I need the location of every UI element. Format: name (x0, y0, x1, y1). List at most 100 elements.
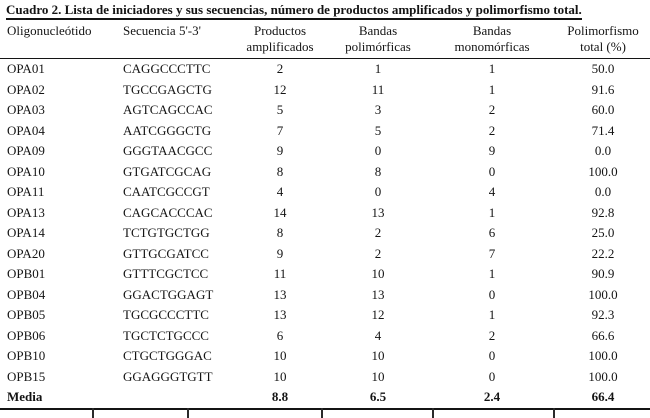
cell-col4: 6.5 (328, 387, 428, 410)
column-header-5: Bandas monomórficas (428, 21, 556, 59)
cell-col5: 1 (488, 81, 496, 97)
cell-col3: 5 (276, 102, 284, 118)
cell-col1: OPA02 (7, 81, 45, 97)
cell-col5: 7 (488, 245, 496, 261)
cell-col2: AATCGGGCTG (123, 122, 212, 138)
table-row: OPA04 AATCGGGCTG 7 5 2 71.4 (0, 121, 650, 142)
cell-col4: 0 (374, 184, 382, 200)
cell-col5: 4 (488, 184, 496, 200)
cell-col6: 100.0 (588, 163, 618, 179)
table-row: OPA14 TCTGTGCTGG 8 2 6 25.0 (0, 223, 650, 244)
header-row: Oligonucleótido Secuencia 5'-3' Productos a… (0, 21, 650, 59)
cell-col6: 22.2 (591, 245, 615, 261)
cell-col5: 2 (488, 327, 496, 343)
cell-col4: 12 (371, 307, 385, 323)
column-header-6: Polimorfismo total (%) (556, 21, 650, 59)
cell-col6: 91.6 (591, 81, 615, 97)
cell-col4: 10 (371, 266, 385, 282)
cell-col6: 60.0 (591, 102, 615, 118)
cell-col6: 92.8 (591, 204, 615, 220)
cell-col1: OPB01 (7, 266, 46, 282)
table-row: OPA02 TGCCGAGCTG 12 11 1 91.6 (0, 80, 650, 101)
cell-col4: 1 (374, 61, 382, 77)
cell-col1: OPA09 (7, 143, 45, 159)
cell-col1: OPB05 (7, 307, 46, 323)
cell-col6: 25.0 (591, 225, 615, 241)
next-table-column-tick (321, 408, 323, 418)
cell-col3: 13 (273, 307, 287, 323)
cell-col2: CAGCACCCAC (123, 204, 213, 220)
cell-col3: 12 (273, 81, 287, 97)
cell-col6: 66.6 (591, 327, 615, 343)
cell-col1: OPA10 (7, 163, 45, 179)
table-row: OPA13 CAGCACCCAC 14 13 1 92.8 (0, 203, 650, 224)
cell-col1: OPB15 (7, 368, 46, 384)
cell-col4: 2 (374, 225, 382, 241)
cell-col2: CTGCTGGGAC (123, 348, 212, 364)
cell-col3: 10 (273, 348, 287, 364)
cell-col5: 0 (488, 163, 496, 179)
cell-col1: OPA04 (7, 122, 45, 138)
table-header: Oligonucleótido Secuencia 5'-3' Productos a… (0, 21, 650, 59)
cell-col6: 50.0 (591, 61, 615, 77)
cell-col2: GGAGGGTGTT (123, 368, 213, 384)
cell-col6: 71.4 (591, 122, 615, 138)
cell-col6: 0.0 (594, 184, 612, 200)
cell-col1: OPA11 (7, 184, 45, 200)
cell-col4: 3 (374, 102, 382, 118)
cell-col3: 8 (276, 225, 284, 241)
cell-col4: 11 (371, 81, 385, 97)
cell-col3: 4 (276, 184, 284, 200)
table-row: OPB01 GTTTCGCTCC 11 10 1 90.9 (0, 264, 650, 285)
next-table-column-tick (92, 408, 94, 418)
cell-col5: 2 (488, 102, 496, 118)
cell-col1: OPA01 (7, 61, 45, 77)
cell-col3: 10 (273, 368, 287, 384)
cell-col3: 13 (273, 286, 287, 302)
cell-col6: 100.0 (588, 286, 618, 302)
column-header-4: Bandas polimórficas (328, 21, 428, 59)
cell-col2: GTTTCGCTCC (123, 266, 209, 282)
cell-col2: AGTCAGCCAC (123, 102, 213, 118)
table-caption-text: Cuadro 2. Lista de iniciadores y sus sec… (6, 3, 582, 20)
cell-col4: 13 (371, 204, 385, 220)
cell-col2: CAGGCCCTTC (123, 61, 211, 77)
cell-col4: 4 (374, 327, 382, 343)
table-row: OPB10 CTGCTGGGAC 10 10 0 100.0 (0, 346, 650, 367)
table-row: OPA03 AGTCAGCCAC 5 3 2 60.0 (0, 100, 650, 121)
cell-col5: 6 (488, 225, 496, 241)
cell-col2: GTTGCGATCC (123, 245, 209, 261)
table-caption: Cuadro 2. Lista de iniciadores y sus sec… (0, 0, 650, 20)
cell-col5: 9 (488, 143, 496, 159)
column-header-2: Secuencia 5'-3' (118, 21, 232, 59)
cell-col5: 0 (488, 348, 496, 364)
next-table-column-tick (553, 408, 555, 418)
cell-col2: TGCTCTGCCC (123, 327, 209, 343)
cell-col3: 11 (273, 266, 287, 282)
cell-col2: GGGTAACGCC (123, 143, 213, 159)
cell-col4: 10 (371, 348, 385, 364)
cell-col3: 9 (276, 143, 284, 159)
table-row: OPB06 TGCTCTGCCC 6 4 2 66.6 (0, 326, 650, 347)
table-row: OPB05 TGCGCCCTTC 13 12 1 92.3 (0, 305, 650, 326)
table-row: OPA20 GTTGCGATCC 9 2 7 22.2 (0, 244, 650, 265)
table-row: OPB15 GGAGGGTGTT 10 10 0 100.0 (0, 367, 650, 388)
cell-col5: 1 (488, 61, 496, 77)
cell-col2: GTGATCGCAG (123, 163, 212, 179)
table-row: OPA01 CAGGCCCTTC 2 1 1 50.0 (0, 59, 650, 80)
cell-col2: TCTGTGCTGG (123, 225, 210, 241)
cell-col3: 2 (276, 61, 284, 77)
cell-col1: OPA03 (7, 102, 45, 118)
cell-col1: OPA20 (7, 245, 45, 261)
table-row: OPA11 CAATCGCCGT 4 0 4 0.0 (0, 182, 650, 203)
cell-col6: 100.0 (588, 368, 618, 384)
column-header-1: Oligonucleótido (0, 21, 118, 59)
next-table-column-tick (187, 408, 189, 418)
cell-col1: OPB06 (7, 327, 46, 343)
cell-col3: 9 (276, 245, 284, 261)
cell-col6: 92.3 (591, 307, 615, 323)
cell-col5: 2.4 (428, 387, 556, 410)
cell-col6: 100.0 (588, 348, 618, 364)
cell-col4: 0 (374, 143, 382, 159)
cell-col4: 8 (374, 163, 382, 179)
